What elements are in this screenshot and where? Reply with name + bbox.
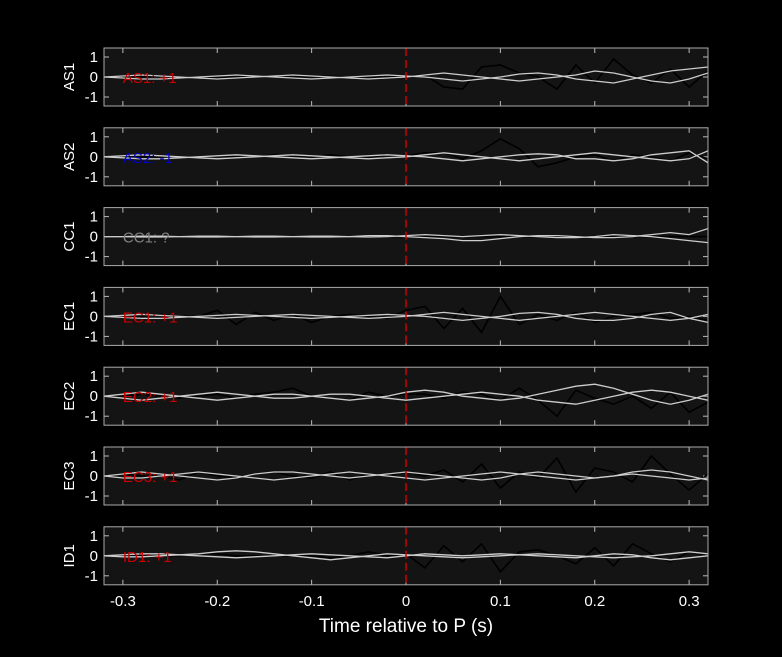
plot-frame xyxy=(103,446,709,506)
trace xyxy=(104,294,708,334)
x-tick-label: -0.3 xyxy=(110,593,136,610)
annotation: EC1: +1 xyxy=(123,309,178,326)
y-tick-label: 0 xyxy=(90,149,98,166)
y-axis-label: CC1 xyxy=(61,222,78,252)
panel: 1 0 -1 -0.3 -0.2 -0.1 0 0.1 0.2 0.3 ID1: +1 ID1 Time… xyxy=(61,526,709,637)
y-tick-label: 1 xyxy=(90,288,98,305)
panel: 1 0 -1 EC2: +1 EC2 xyxy=(61,366,709,426)
y-tick-label: -1 xyxy=(85,328,98,345)
y-axis-label: EC1 xyxy=(61,302,78,331)
annotation: ID1: +1 xyxy=(123,549,172,566)
x-tick-label: 0 xyxy=(402,593,410,610)
plot-frame xyxy=(103,286,709,346)
plot-frame xyxy=(103,526,709,586)
panel: 1 0 -1 AS1: +1 AS1 xyxy=(61,47,709,107)
annotation: EC3: +1 xyxy=(123,469,178,486)
annotation: EC2: +1 xyxy=(123,389,178,406)
panel: 1 0 -1 CC1: ? CC1 xyxy=(61,207,709,267)
plot-frame xyxy=(103,366,709,426)
y-tick-label: 0 xyxy=(90,548,98,565)
plot-frame xyxy=(103,207,709,267)
y-tick-label: 0 xyxy=(90,308,98,325)
y-axis-label: AS2 xyxy=(61,143,78,171)
y-tick-label: 1 xyxy=(90,129,98,146)
annotation: AS2: -1 xyxy=(123,150,173,167)
y-tick-label: 1 xyxy=(90,49,98,66)
panel: 1 0 -1 AS2: -1 AS2 xyxy=(61,127,709,187)
y-tick-label: -1 xyxy=(85,169,98,186)
annotation: CC1: ? xyxy=(123,230,170,247)
x-tick-label: 0.1 xyxy=(490,593,511,610)
panel: 1 0 -1 EC1: +1 EC1 xyxy=(61,286,709,346)
y-axis-label: EC3 xyxy=(61,461,78,490)
y-tick-label: 1 xyxy=(90,209,98,226)
x-tick-label: -0.1 xyxy=(299,593,325,610)
x-tick-label: 0.3 xyxy=(679,593,700,610)
y-tick-label: 1 xyxy=(90,448,98,465)
y-tick-label: 1 xyxy=(90,528,98,545)
panel: 1 0 -1 EC3: +1 EC3 xyxy=(61,446,709,506)
y-axis-label: ID1 xyxy=(61,544,78,567)
x-axis-label: Time relative to P (s) xyxy=(319,616,493,637)
plot-frame xyxy=(103,127,709,187)
x-tick-label: 0.2 xyxy=(584,593,605,610)
y-tick-label: 1 xyxy=(90,368,98,385)
y-tick-label: 0 xyxy=(90,388,98,405)
trace xyxy=(104,389,708,405)
annotation: AS1: +1 xyxy=(123,70,177,87)
y-tick-label: -1 xyxy=(85,568,98,585)
y-tick-label: 0 xyxy=(90,69,98,86)
plot-frame xyxy=(103,47,709,107)
y-tick-label: -1 xyxy=(85,408,98,425)
x-tick-label: -0.2 xyxy=(204,593,230,610)
y-tick-label: 0 xyxy=(90,468,98,485)
y-axis-label: EC2 xyxy=(61,382,78,411)
y-tick-label: -1 xyxy=(85,89,98,106)
y-tick-label: -1 xyxy=(85,488,98,505)
y-axis-label: AS1 xyxy=(61,63,78,91)
y-tick-label: 0 xyxy=(90,229,98,246)
y-tick-label: -1 xyxy=(85,249,98,266)
